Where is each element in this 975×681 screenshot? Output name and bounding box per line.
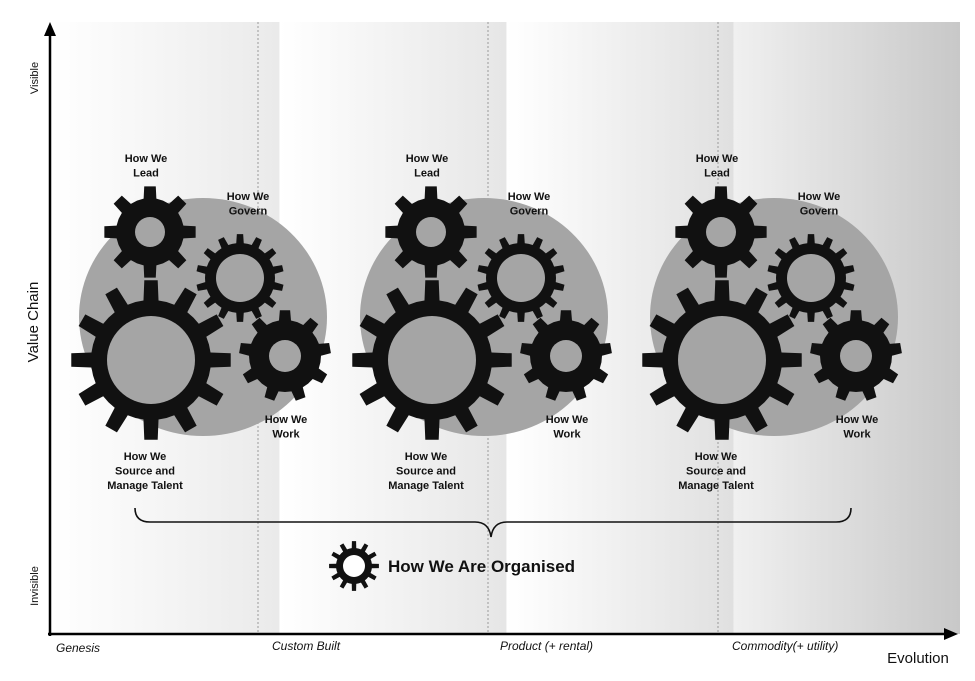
axes bbox=[44, 22, 958, 640]
label-how-we-work: How We Work bbox=[265, 414, 308, 441]
label-how-we-source-talent-line: Source and bbox=[115, 466, 175, 478]
label-how-we-source-talent-line: Manage Talent bbox=[678, 480, 754, 492]
label-how-we-lead: How We Lead bbox=[406, 153, 449, 180]
stage-label-custom-built: Custom Built bbox=[272, 639, 341, 653]
y-axis-top-label: Visible bbox=[29, 62, 41, 94]
label-how-we-lead: How We Lead bbox=[125, 153, 168, 180]
label-how-we-lead-line: Lead bbox=[133, 168, 159, 180]
label-how-we-lead: How We Lead bbox=[696, 153, 739, 180]
gear-icon bbox=[329, 541, 379, 591]
legend: How We Are Organised bbox=[329, 541, 575, 591]
label-how-we-govern-line: Govern bbox=[229, 206, 268, 218]
gear-icon-govern bbox=[196, 234, 284, 322]
label-how-we-work: How We Work bbox=[836, 414, 879, 441]
gear-icon-talent bbox=[71, 280, 231, 440]
label-how-we-work-line: How We bbox=[265, 414, 308, 426]
label-how-we-govern: How We Govern bbox=[227, 191, 270, 218]
stage-label-product: Product (+ rental) bbox=[500, 639, 593, 653]
label-how-we-govern: How We Govern bbox=[508, 191, 551, 218]
gear-icon-work bbox=[810, 310, 902, 401]
grouping-brace bbox=[134, 507, 852, 538]
label-how-we-lead-line: Lead bbox=[414, 168, 440, 180]
label-how-we-work-line: How We bbox=[546, 414, 589, 426]
label-how-we-work-line: How We bbox=[836, 414, 879, 426]
label-how-we-source-talent-line: How We bbox=[405, 451, 448, 463]
label-how-we-govern-line: How We bbox=[798, 191, 841, 203]
label-how-we-work-line: Work bbox=[553, 429, 581, 441]
label-how-we-work-line: Work bbox=[843, 429, 871, 441]
label-how-we-govern-line: Govern bbox=[510, 206, 549, 218]
label-how-we-work: How We Work bbox=[546, 414, 589, 441]
label-how-we-govern-line: How We bbox=[508, 191, 551, 203]
gear-icon-work bbox=[239, 310, 331, 401]
y-axis-bottom-label: Invisible bbox=[29, 566, 41, 606]
stage-label-genesis: Genesis bbox=[56, 641, 100, 655]
legend-label: How We Are Organised bbox=[388, 557, 575, 576]
gear-icon-talent bbox=[352, 280, 512, 440]
label-how-we-lead-line: Lead bbox=[704, 168, 730, 180]
label-how-we-source-talent-line: How We bbox=[695, 451, 738, 463]
y-axis-title: Value Chain bbox=[25, 282, 42, 363]
gear-icon-lead bbox=[675, 186, 767, 278]
label-how-we-source-talent: How We Source and Manage Talent bbox=[678, 451, 754, 492]
label-how-we-source-talent-line: How We bbox=[124, 451, 167, 463]
gear-icon-govern bbox=[477, 234, 565, 322]
label-how-we-work-line: Work bbox=[272, 429, 300, 441]
gear-icon-lead bbox=[385, 186, 477, 278]
label-how-we-source-talent: How We Source and Manage Talent bbox=[388, 451, 464, 492]
gear-icon-lead bbox=[104, 186, 196, 278]
gear-icon-govern bbox=[767, 234, 855, 322]
gear-icon-talent bbox=[642, 280, 802, 440]
label-how-we-source-talent-line: Source and bbox=[686, 466, 746, 478]
label-how-we-govern-line: How We bbox=[227, 191, 270, 203]
gear-group-custom-built: How We Lead How We Govern How We Work How We So… bbox=[352, 153, 612, 492]
label-how-we-source-talent-line: Manage Talent bbox=[107, 480, 183, 492]
label-how-we-source-talent: How We Source and Manage Talent bbox=[107, 451, 183, 492]
x-axis-title: Evolution bbox=[887, 650, 949, 667]
gear-group-product: How We Lead How We Govern How We Work How We So… bbox=[642, 153, 902, 492]
gear-group-genesis: How We Lead How We Govern How We Work How We So… bbox=[71, 153, 331, 492]
label-how-we-lead-line: How We bbox=[125, 153, 168, 165]
label-how-we-lead-line: How We bbox=[696, 153, 739, 165]
gear-icon-work bbox=[520, 310, 612, 401]
label-how-we-lead-line: How We bbox=[406, 153, 449, 165]
label-how-we-source-talent-line: Source and bbox=[396, 466, 456, 478]
label-how-we-govern-line: Govern bbox=[800, 206, 839, 218]
label-how-we-source-talent-line: Manage Talent bbox=[388, 480, 464, 492]
stage-label-commodity: Commodity(+ utility) bbox=[732, 639, 838, 653]
label-how-we-govern: How We Govern bbox=[798, 191, 841, 218]
